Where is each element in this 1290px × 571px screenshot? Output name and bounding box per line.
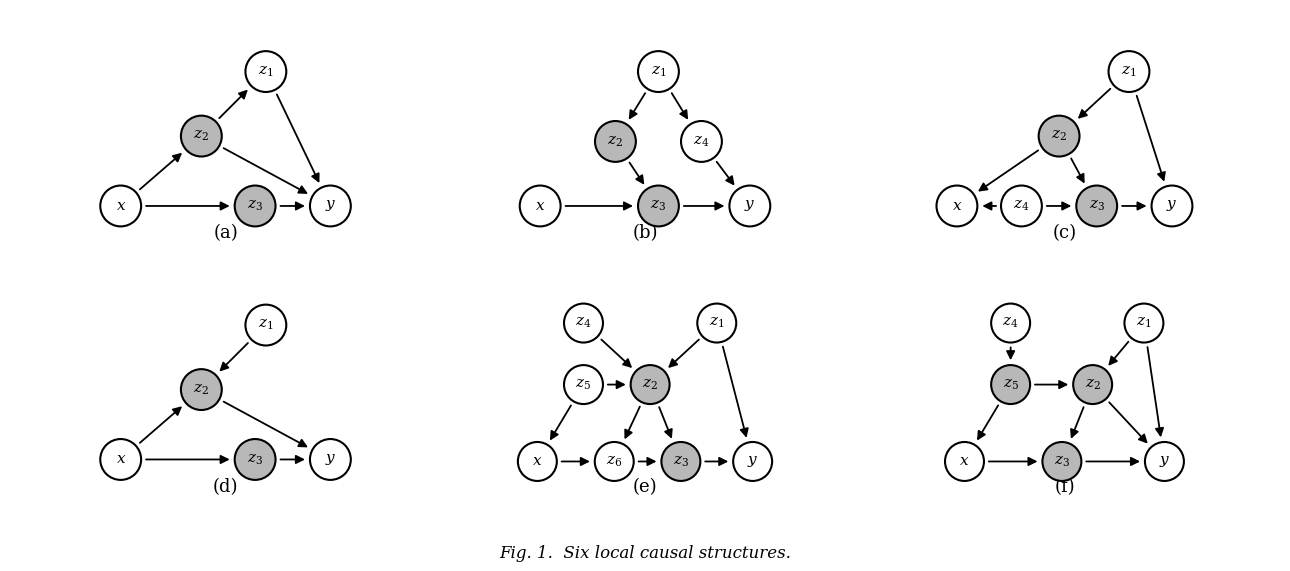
Text: (f): (f) bbox=[1054, 478, 1075, 496]
Text: $z_5$: $z_5$ bbox=[575, 377, 592, 392]
Text: (b): (b) bbox=[632, 224, 658, 243]
Text: $z_3$: $z_3$ bbox=[673, 455, 689, 469]
Circle shape bbox=[639, 186, 679, 227]
Circle shape bbox=[595, 442, 633, 481]
Text: $z_4$: $z_4$ bbox=[1002, 316, 1019, 330]
Text: Fig. 1.  Six local causal structures.: Fig. 1. Six local causal structures. bbox=[499, 545, 791, 562]
Circle shape bbox=[1076, 186, 1117, 227]
Text: $z_1$: $z_1$ bbox=[258, 65, 273, 79]
Text: (d): (d) bbox=[213, 478, 239, 496]
Text: $z_3$: $z_3$ bbox=[248, 452, 263, 467]
Circle shape bbox=[1108, 51, 1149, 92]
Text: $z_4$: $z_4$ bbox=[575, 316, 592, 330]
Text: $z_2$: $z_2$ bbox=[194, 129, 209, 143]
Text: (a): (a) bbox=[213, 224, 237, 243]
Circle shape bbox=[733, 442, 773, 481]
Circle shape bbox=[564, 304, 602, 343]
Circle shape bbox=[631, 365, 670, 404]
Text: $y$: $y$ bbox=[744, 199, 756, 214]
Circle shape bbox=[681, 121, 722, 162]
Text: $y$: $y$ bbox=[325, 199, 337, 214]
Circle shape bbox=[991, 304, 1031, 343]
Circle shape bbox=[1125, 304, 1164, 343]
Circle shape bbox=[698, 304, 737, 343]
Circle shape bbox=[235, 439, 276, 480]
Circle shape bbox=[1042, 442, 1081, 481]
Text: $x$: $x$ bbox=[116, 452, 126, 467]
Circle shape bbox=[564, 365, 602, 404]
Circle shape bbox=[639, 51, 679, 92]
Circle shape bbox=[729, 186, 770, 227]
Text: $z_3$: $z_3$ bbox=[1089, 199, 1104, 213]
Text: $x$: $x$ bbox=[535, 199, 546, 213]
Circle shape bbox=[181, 369, 222, 410]
Circle shape bbox=[235, 186, 276, 227]
Text: $z_3$: $z_3$ bbox=[650, 199, 667, 213]
Circle shape bbox=[595, 121, 636, 162]
Circle shape bbox=[245, 51, 286, 92]
Text: $y$: $y$ bbox=[1158, 454, 1170, 469]
Text: $y$: $y$ bbox=[747, 454, 759, 469]
Text: $z_2$: $z_2$ bbox=[194, 383, 209, 397]
Circle shape bbox=[520, 186, 561, 227]
Circle shape bbox=[991, 365, 1031, 404]
Text: $z_2$: $z_2$ bbox=[1085, 377, 1100, 392]
Text: $z_2$: $z_2$ bbox=[642, 377, 658, 392]
Circle shape bbox=[662, 442, 700, 481]
Text: $x$: $x$ bbox=[116, 199, 126, 213]
Text: $z_2$: $z_2$ bbox=[608, 134, 623, 148]
Text: $z_1$: $z_1$ bbox=[1136, 316, 1152, 330]
Text: $x$: $x$ bbox=[952, 199, 962, 213]
Circle shape bbox=[310, 186, 351, 227]
Circle shape bbox=[245, 304, 286, 345]
Text: $z_1$: $z_1$ bbox=[710, 316, 725, 330]
Text: $z_2$: $z_2$ bbox=[1051, 129, 1067, 143]
Circle shape bbox=[937, 186, 978, 227]
Circle shape bbox=[1146, 442, 1184, 481]
Circle shape bbox=[181, 116, 222, 156]
Text: $z_4$: $z_4$ bbox=[693, 134, 710, 148]
Text: $z_5$: $z_5$ bbox=[1002, 377, 1019, 392]
Text: $y$: $y$ bbox=[325, 452, 337, 467]
Circle shape bbox=[101, 439, 141, 480]
Circle shape bbox=[1073, 365, 1112, 404]
Text: (e): (e) bbox=[632, 478, 658, 496]
Circle shape bbox=[1152, 186, 1192, 227]
Text: $z_1$: $z_1$ bbox=[1121, 65, 1136, 79]
Text: $y$: $y$ bbox=[1166, 199, 1178, 214]
Text: $z_3$: $z_3$ bbox=[248, 199, 263, 213]
Circle shape bbox=[517, 442, 557, 481]
Circle shape bbox=[101, 186, 141, 227]
Text: $z_4$: $z_4$ bbox=[1013, 199, 1029, 213]
Circle shape bbox=[1001, 186, 1042, 227]
Text: $x$: $x$ bbox=[960, 455, 970, 468]
Circle shape bbox=[1038, 116, 1080, 156]
Circle shape bbox=[310, 439, 351, 480]
Text: $z_3$: $z_3$ bbox=[1054, 455, 1069, 469]
Text: $z_1$: $z_1$ bbox=[258, 318, 273, 332]
Text: $z_1$: $z_1$ bbox=[650, 65, 666, 79]
Circle shape bbox=[946, 442, 984, 481]
Text: $z_6$: $z_6$ bbox=[606, 455, 622, 469]
Text: (c): (c) bbox=[1053, 224, 1077, 243]
Text: $x$: $x$ bbox=[533, 455, 543, 468]
